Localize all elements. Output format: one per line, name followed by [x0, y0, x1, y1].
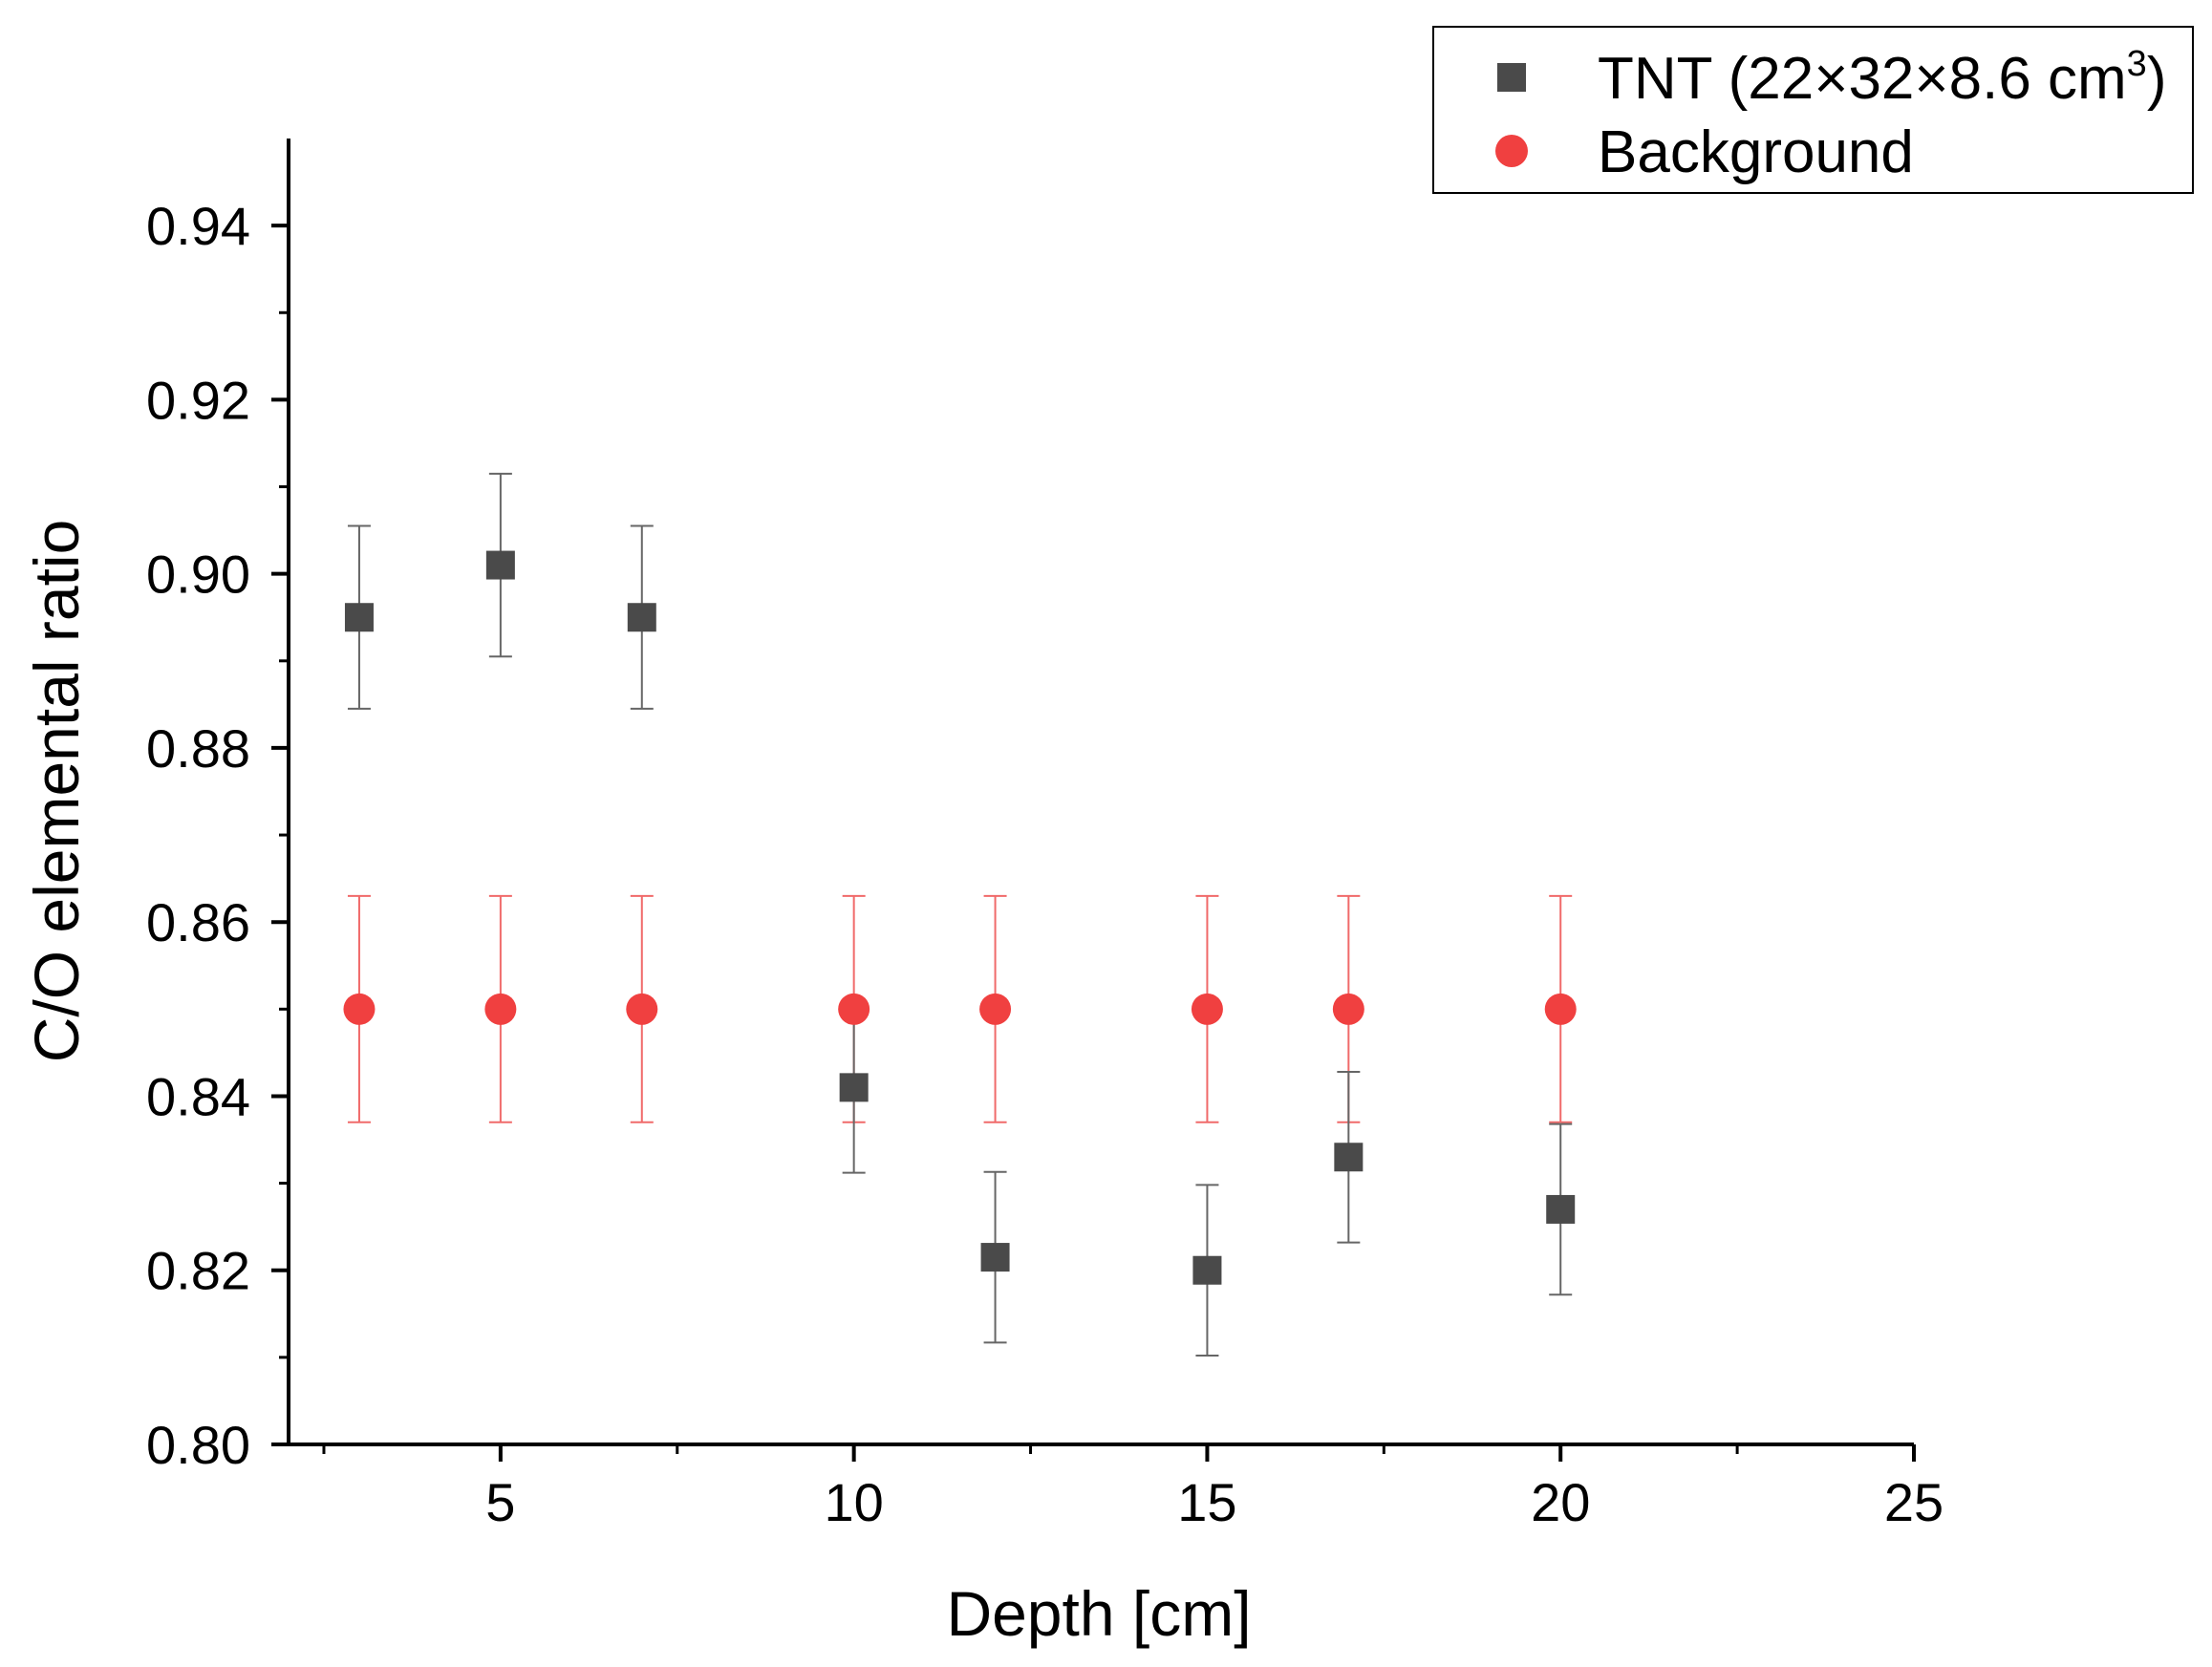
y-tick-label: 0.82: [146, 1241, 250, 1301]
y-tick-label: 0.84: [146, 1066, 250, 1126]
y-tick-label: 0.88: [146, 718, 250, 779]
y-tick-label: 0.90: [146, 545, 250, 605]
tnt-point: [627, 603, 656, 632]
tnt-point: [1546, 1194, 1576, 1224]
legend-label-tnt: TNT (22×32×8.6 cm3): [1598, 44, 2166, 112]
tnt-point: [1334, 1143, 1364, 1172]
legend-label-background: Background: [1598, 119, 1914, 185]
background-point: [1544, 993, 1577, 1025]
error-bars: [347, 472, 1573, 1357]
x-tick-label: 25: [1884, 1472, 1944, 1532]
y-axis-title: C/O elemental ratio: [21, 520, 92, 1063]
x-tick-label: 15: [1177, 1472, 1236, 1532]
ticks: 5 10 15 20 25 0.80 0.82 0.84 0.86 0.88 0.90 0.92 0.9…: [146, 196, 1944, 1532]
background-point: [1332, 993, 1364, 1025]
tnt-point: [1192, 1255, 1222, 1285]
x-tick-label: 5: [485, 1472, 515, 1532]
y-tick-label: 0.92: [146, 370, 250, 430]
legend-box: [1432, 26, 2194, 194]
x-tick-label: 10: [825, 1472, 884, 1532]
tnt-point: [485, 550, 515, 580]
axes: [287, 139, 1914, 1446]
data-points: [343, 550, 1577, 1285]
tnt-point: [839, 1073, 869, 1102]
tnt-point: [980, 1243, 1010, 1272]
y-tick-label: 0.94: [146, 196, 250, 256]
tnt-point: [344, 603, 374, 632]
x-tick-label: 20: [1531, 1472, 1590, 1532]
legend-marker-background: [1495, 135, 1528, 167]
background-point: [484, 993, 517, 1025]
legend-marker-tnt: [1497, 63, 1526, 92]
background-point: [343, 993, 376, 1025]
background-point: [838, 993, 870, 1025]
x-axis-title: Depth [cm]: [946, 1578, 1251, 1649]
background-point: [979, 993, 1012, 1025]
background-point: [626, 993, 658, 1025]
background-point: [1191, 993, 1223, 1025]
legend: TNT (22×32×8.6 cm3) Background: [1432, 26, 2194, 194]
y-tick-label: 0.86: [146, 892, 250, 952]
y-tick-label: 0.80: [146, 1415, 250, 1475]
